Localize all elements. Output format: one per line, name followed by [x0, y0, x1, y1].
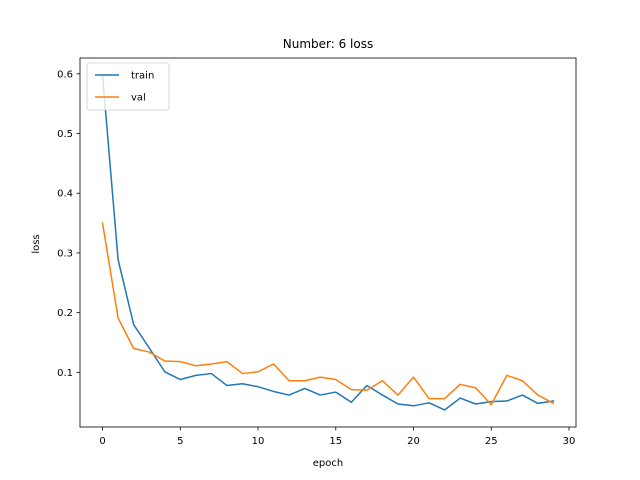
- plot-frame: [79, 57, 577, 428]
- x-tick-label: 20: [407, 436, 420, 447]
- x-axis-label: epoch: [313, 458, 343, 469]
- legend-label-val: val: [131, 93, 146, 104]
- y-tick-label: 0.3: [57, 248, 73, 259]
- y-tick-label: 0.2: [57, 308, 73, 319]
- x-tick-label: 25: [485, 436, 498, 447]
- x-tick-label: 15: [329, 436, 342, 447]
- y-tick-label: 0.5: [57, 129, 73, 140]
- plot-area: 0 5 10 15 20 25 30 0.1 0.2 0.3 0.4 0.5 0.6 train val: [57, 57, 577, 447]
- legend-label-train: train: [131, 71, 154, 82]
- x-tick-label: 30: [563, 436, 576, 447]
- y-tick-label: 0.6: [57, 69, 73, 80]
- series-line-val: [101, 222, 555, 406]
- y-axis-label: loss: [31, 234, 42, 253]
- y-tick-label: 0.4: [57, 189, 73, 200]
- y-tick-label: 0.1: [57, 368, 73, 379]
- series-line-train: [101, 74, 555, 411]
- x-tick-label: 10: [252, 436, 265, 447]
- legend-box: [86, 62, 170, 111]
- x-tick-label: 5: [177, 436, 183, 447]
- chart-title: Number: 6 loss: [283, 37, 373, 51]
- x-tick-label: 0: [99, 436, 105, 447]
